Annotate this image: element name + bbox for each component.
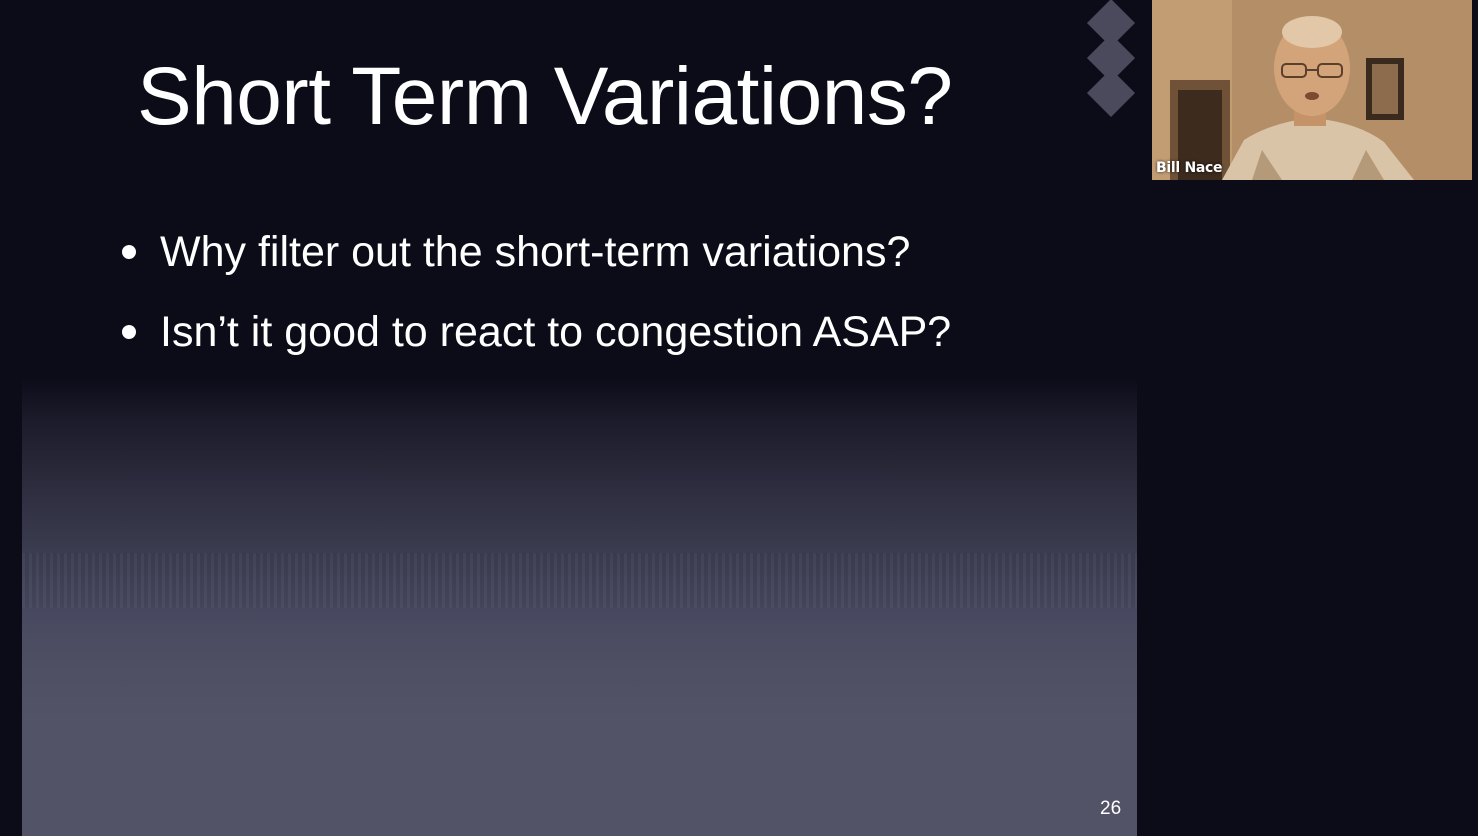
participant-video-feed xyxy=(1152,0,1472,180)
diamond-decoration-icon xyxy=(1086,68,1136,118)
bullet-dot-icon xyxy=(122,325,136,339)
bullet-list: Why filter out the short-term variations… xyxy=(122,222,951,382)
video-panel-background xyxy=(1150,180,1478,836)
bullet-item: Why filter out the short-term variations… xyxy=(122,222,951,282)
slide-background-gradient xyxy=(22,378,1137,836)
slide-title: Short Term Variations? xyxy=(137,51,953,142)
slide-page-number: 26 xyxy=(1100,798,1122,819)
bullet-dot-icon xyxy=(122,245,136,259)
participant-video-tile[interactable]: Bill Nace xyxy=(1152,0,1472,180)
bullet-text: Why filter out the short-term variations… xyxy=(160,227,911,276)
bullet-text: Isn’t it good to react to congestion ASA… xyxy=(160,307,952,356)
bullet-item: Isn’t it good to react to congestion ASA… xyxy=(122,302,951,362)
presentation-slide: Short Term Variations? Why filter out th… xyxy=(22,0,1137,836)
participant-name-label: Bill Nace xyxy=(1156,160,1223,176)
